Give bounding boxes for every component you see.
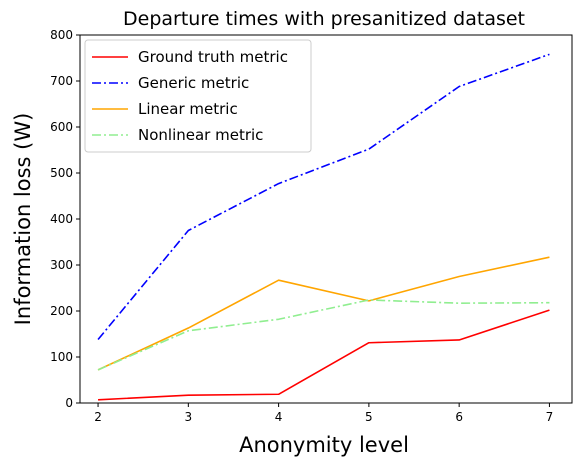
y-tick-label: 700 (50, 74, 73, 88)
series-line-2 (97, 53, 550, 341)
y-axis: 0 100 200 300 400 500 600 700 800 (50, 28, 80, 410)
legend-box (84, 39, 312, 153)
legend-label-4: Nonlinear metric (138, 126, 263, 144)
x-tick-label: 6 (455, 410, 463, 424)
legend-items: Ground truth metric Generic metric Linear … (92, 48, 288, 144)
legend-label-2: Generic metric (138, 74, 249, 92)
x-tick-label: 2 (94, 410, 102, 424)
x-tick-label: 7 (546, 410, 554, 424)
x-tick-label: 3 (185, 410, 193, 424)
legend-label-1: Ground truth metric (138, 48, 288, 66)
y-axis-title: Information loss (W) (11, 113, 35, 326)
series-line-3 (97, 256, 550, 371)
chart-title: Departure times with presanitized datase… (123, 8, 525, 30)
legend-label-3: Linear metric (138, 100, 238, 118)
x-tick-label: 4 (275, 410, 283, 424)
y-tick-label: 0 (65, 396, 73, 410)
series-line-4 (97, 299, 550, 371)
y-tick-label: 500 (50, 166, 73, 180)
series-layer (97, 53, 550, 401)
y-tick-label: 300 (50, 258, 73, 272)
x-axis: 2 3 4 5 6 7 (94, 403, 553, 424)
y-tick-label: 100 (50, 350, 73, 364)
y-tick-label: 800 (50, 28, 73, 42)
x-tick-label: 5 (365, 410, 373, 424)
y-tick-label: 600 (50, 120, 73, 134)
x-axis-title: Anonymity level (239, 433, 409, 457)
y-tick-label: 400 (50, 212, 73, 226)
series-line-1 (98, 309, 550, 401)
y-tick-label: 200 (50, 304, 73, 318)
legend: Ground truth metric Generic metric Linear … (84, 39, 312, 153)
